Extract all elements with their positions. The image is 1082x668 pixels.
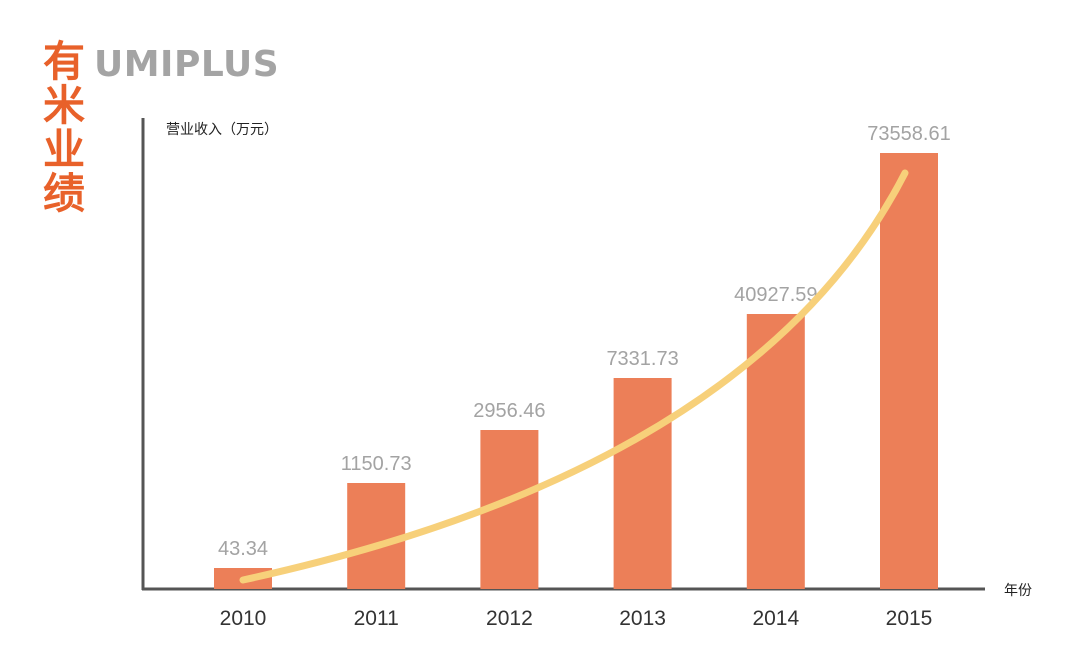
title-char: 有 — [42, 37, 85, 86]
x-axis-title: 年份 — [1004, 583, 1032, 599]
title-char: 绩 — [42, 169, 85, 218]
data-label: 43.34 — [218, 538, 268, 560]
bar — [880, 153, 938, 589]
data-label: 7331.73 — [606, 348, 678, 370]
chart-title-chinese: 有 米 业 绩 — [40, 40, 88, 216]
bar — [613, 378, 672, 589]
data-label: 73558.61 — [867, 123, 950, 145]
data-label: 2956.46 — [473, 400, 545, 422]
x-tick-label: 2013 — [619, 607, 666, 630]
data-label: 40927.59 — [734, 284, 817, 306]
y-axis-title: 营业收入（万元） — [166, 122, 278, 138]
data-label: 1150.73 — [341, 453, 412, 475]
x-tick-label: 2014 — [752, 607, 799, 630]
x-tick-label: 2015 — [886, 607, 933, 630]
x-tick-label: 2010 — [220, 607, 267, 630]
trend-curve — [239, 169, 909, 584]
brand-logo-text: UMIPLUS — [94, 44, 280, 85]
title-char: 米 — [42, 81, 85, 130]
x-tick-label: 2011 — [354, 607, 399, 630]
x-tick-label: 2012 — [486, 607, 533, 630]
title-char: 业 — [42, 125, 85, 174]
bar — [347, 483, 406, 589]
